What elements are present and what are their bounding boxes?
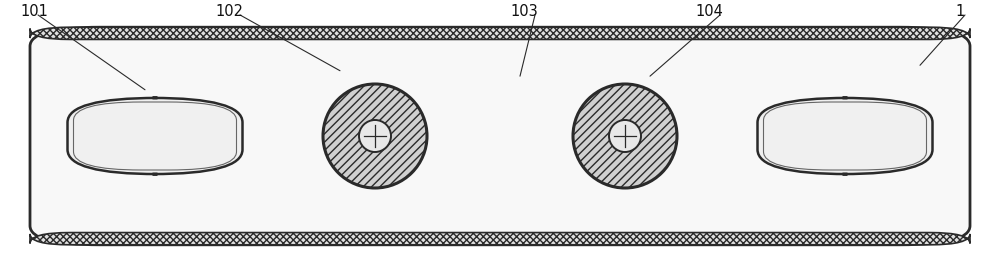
Text: 102: 102 <box>215 4 243 19</box>
FancyBboxPatch shape <box>758 98 932 174</box>
Text: 104: 104 <box>695 4 723 19</box>
Text: 1: 1 <box>955 4 964 19</box>
Text: 101: 101 <box>20 4 48 19</box>
Text: 103: 103 <box>510 4 538 19</box>
Ellipse shape <box>573 84 677 188</box>
Ellipse shape <box>359 120 391 152</box>
FancyBboxPatch shape <box>30 233 970 245</box>
Ellipse shape <box>609 120 641 152</box>
FancyBboxPatch shape <box>68 98 242 174</box>
FancyBboxPatch shape <box>30 27 970 245</box>
Ellipse shape <box>323 84 427 188</box>
FancyBboxPatch shape <box>30 27 970 39</box>
